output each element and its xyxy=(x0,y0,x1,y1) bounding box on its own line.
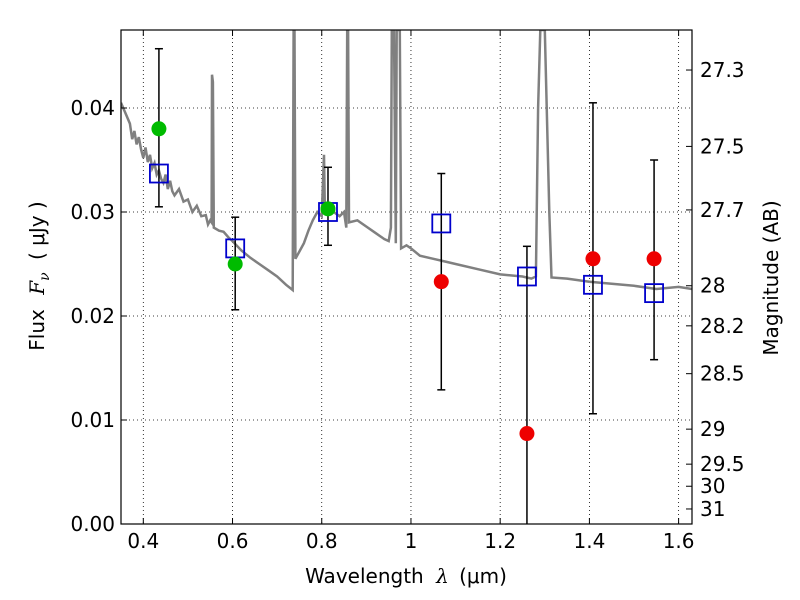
y-axis-label: Flux Fν ( μJy ) xyxy=(25,201,54,350)
x-tick-label: 1 xyxy=(405,529,418,553)
magnitude-tick-label: 27.5 xyxy=(700,134,745,158)
model-spectrum-line xyxy=(121,30,692,293)
magnitude-tick-label: 29 xyxy=(700,417,725,441)
nondetection-point xyxy=(433,274,449,290)
y-tick-label: 0.03 xyxy=(70,200,115,224)
y-tick-label: 0.02 xyxy=(70,304,115,328)
model-photometry-square xyxy=(517,266,537,287)
magnitude-tick-label: 28 xyxy=(700,274,725,298)
magnitude-tick-label: 28.2 xyxy=(700,314,745,338)
y-tick-label: 0.00 xyxy=(70,512,115,536)
x-tick-label: 0.6 xyxy=(217,529,249,553)
model-photometry-square xyxy=(431,213,452,234)
x-tick-label: 1.2 xyxy=(484,529,516,553)
detection-point xyxy=(320,201,336,217)
magnitude-tick-label: 30 xyxy=(700,474,725,498)
observed-photometry-points xyxy=(151,121,662,442)
nondetection-point xyxy=(646,251,662,267)
x-tick-label: 1.6 xyxy=(663,529,695,553)
grid-lines xyxy=(121,30,692,525)
magnitude-tick-label: 27.7 xyxy=(700,198,745,222)
magnitude-tick-label: 31 xyxy=(700,497,725,521)
detection-point xyxy=(151,121,167,137)
plot-frame xyxy=(120,29,693,525)
x-tick-label: 0.4 xyxy=(127,529,159,553)
magnitude-tick-label: 29.5 xyxy=(700,452,745,476)
detection-point xyxy=(227,256,243,272)
model-photometry-square xyxy=(149,163,169,184)
right-axis-label: Magnitude (AB) xyxy=(759,200,783,355)
y-tick-label: 0.01 xyxy=(70,408,115,432)
x-tick-label: 1.4 xyxy=(573,529,605,553)
model-photometry-square xyxy=(644,283,664,304)
model-photometry-points xyxy=(149,163,664,304)
y-axis-ticks: 0.00 0.01 0.02 0.03 0.04 xyxy=(70,96,127,536)
nondetection-point xyxy=(519,426,535,442)
magnitude-tick-label: 28.5 xyxy=(700,362,745,386)
magnitude-tick-label: 27.3 xyxy=(700,58,745,82)
nondetection-point xyxy=(585,251,601,267)
y-tick-label: 0.04 xyxy=(70,96,115,120)
x-axis-label: Wavelength λ (μm) xyxy=(305,564,507,588)
error-bars xyxy=(154,47,659,524)
x-axis-ticks: 0.4 0.6 0.8 1 1.2 1.4 1.6 xyxy=(127,30,695,553)
x-tick-label: 0.8 xyxy=(306,529,338,553)
model-photometry-square xyxy=(583,274,603,295)
